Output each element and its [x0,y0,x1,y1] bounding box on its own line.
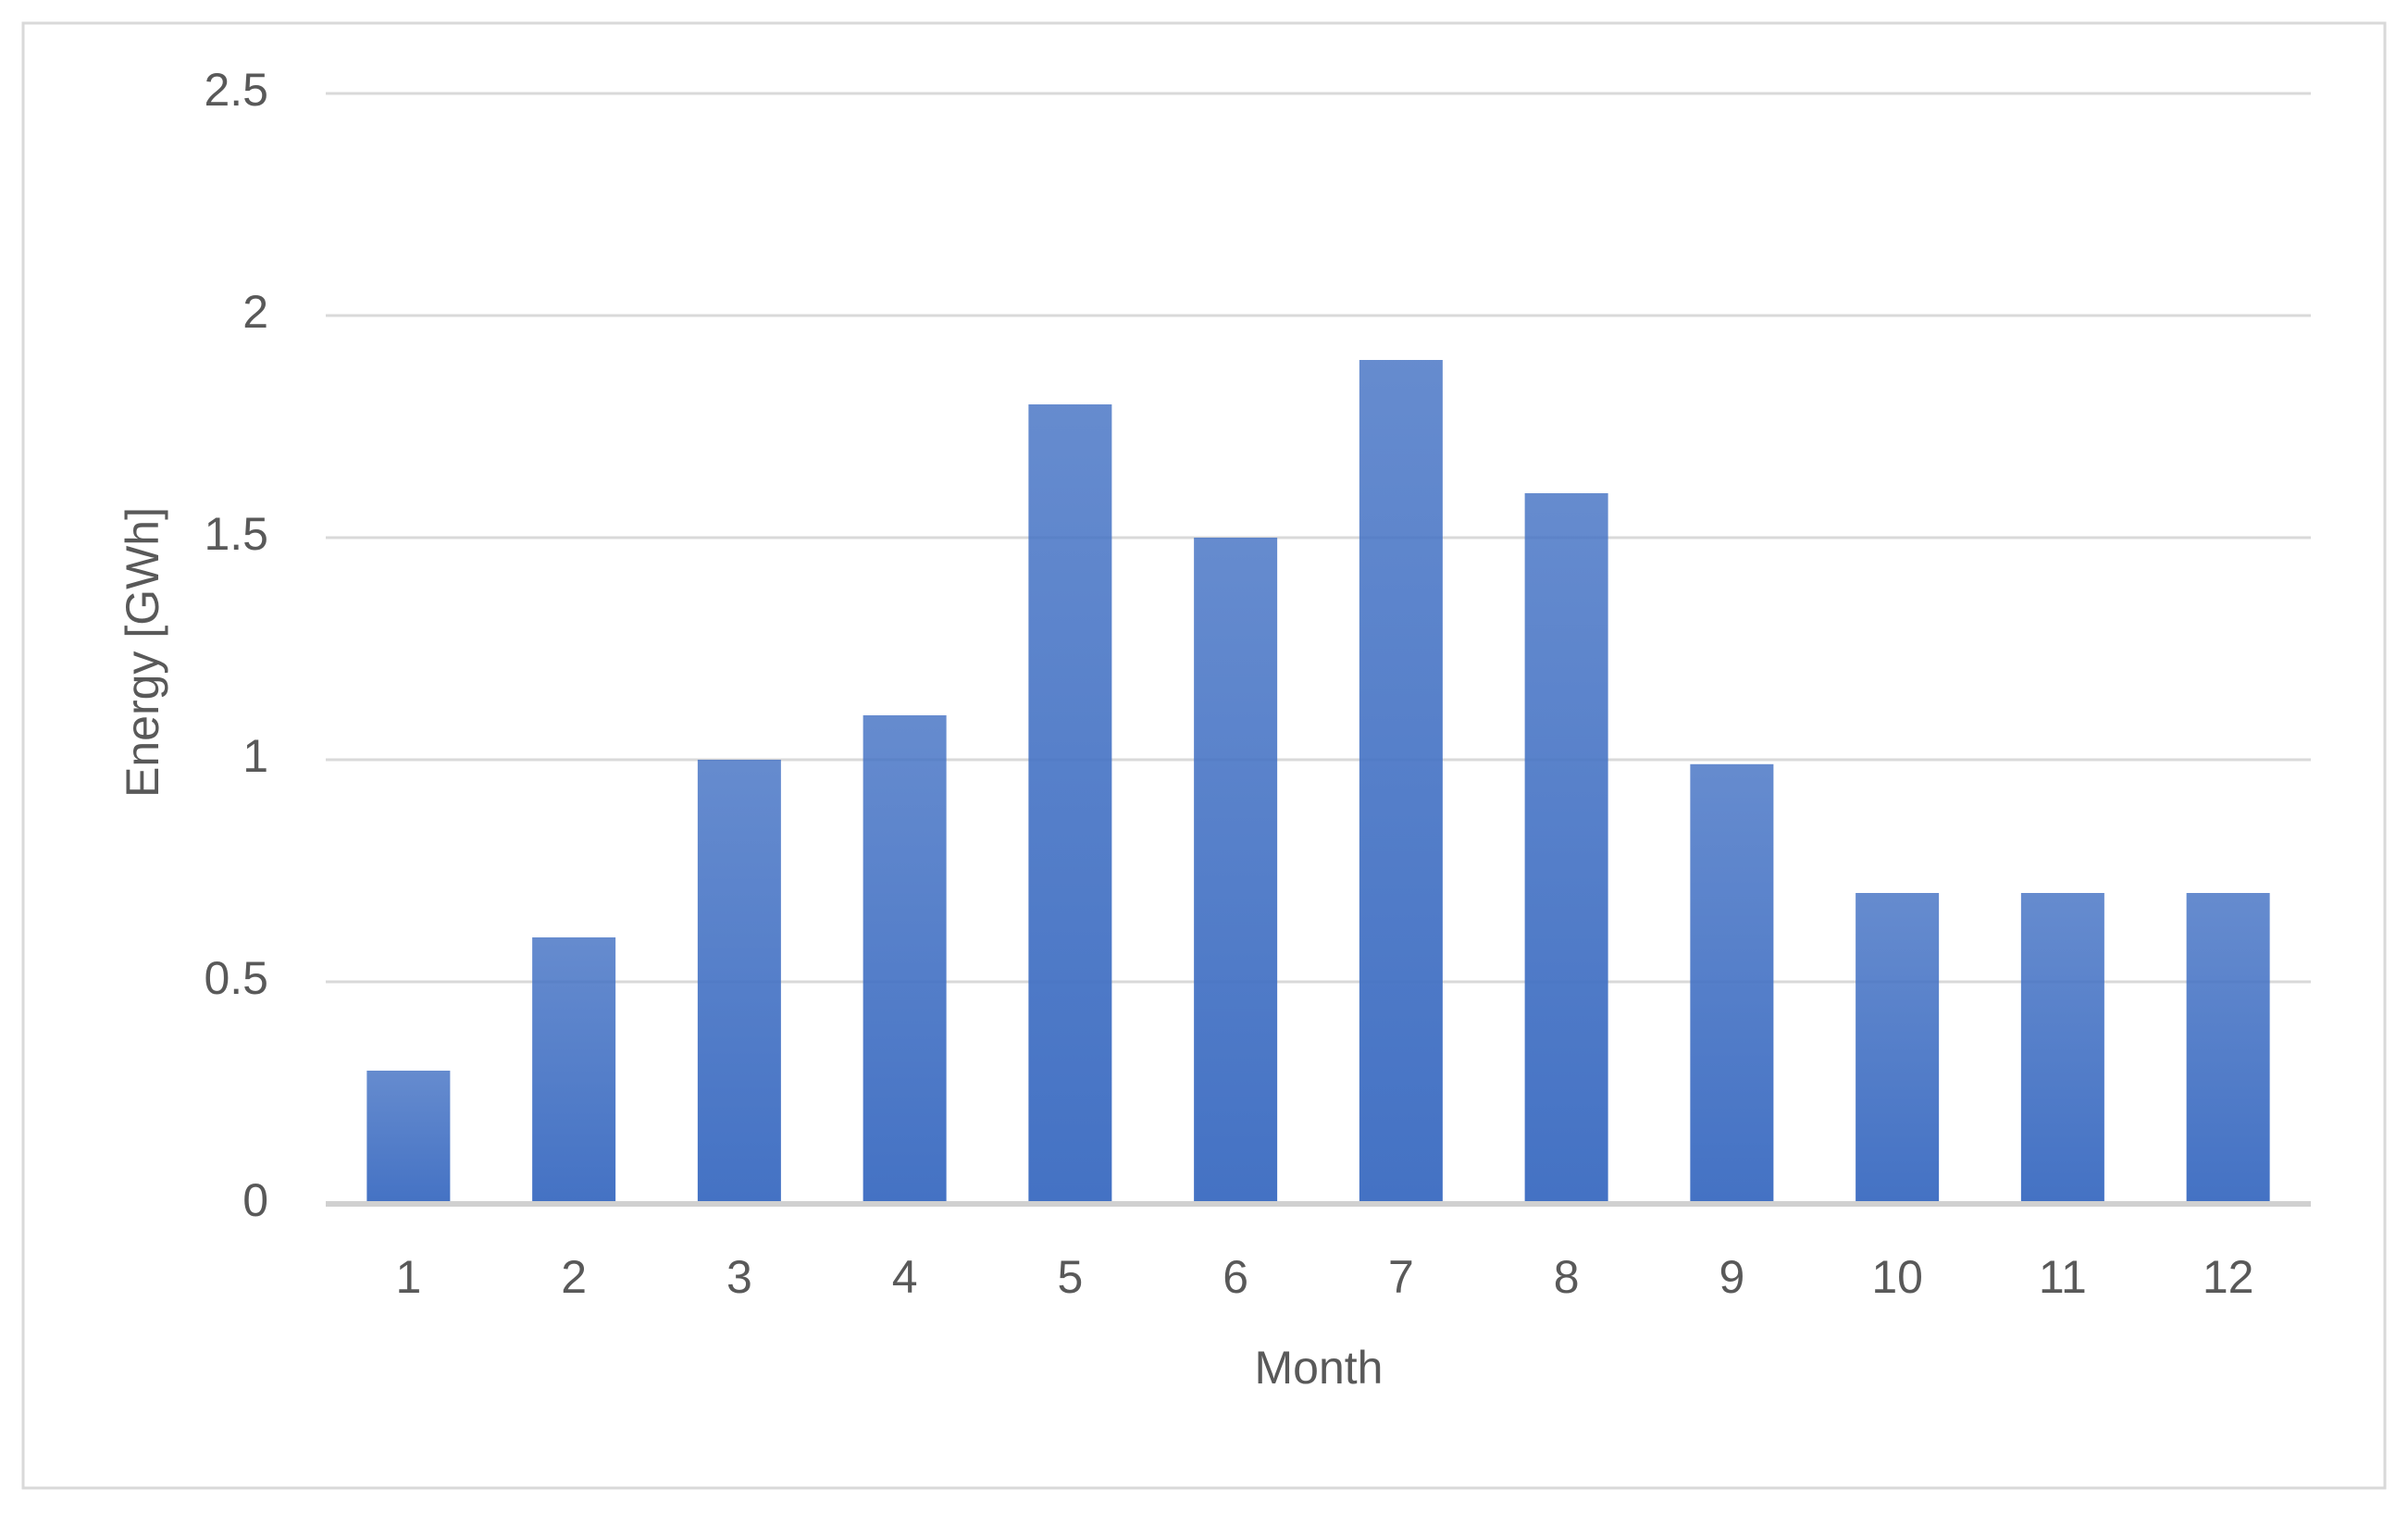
x-tick-label: 2 [561,1251,587,1303]
x-axis-title: Month [1255,1342,1384,1394]
y-tick-label: 1 [242,730,268,782]
y-tick-label: 2 [242,286,268,338]
bar [366,1071,451,1204]
y-tick-label: 0.5 [204,952,268,1004]
y-tick-label: 0 [242,1174,268,1226]
x-tick-label: 7 [1388,1251,1414,1303]
bar [2020,893,2104,1204]
bar [1524,493,1608,1204]
bar [1359,360,1443,1204]
x-tick-label: 3 [726,1251,752,1303]
x-tick-label: 9 [1719,1251,1744,1303]
x-tick-label: 5 [1057,1251,1083,1303]
x-tick-label: 11 [2039,1251,2087,1303]
bar [532,937,616,1204]
bar [1856,893,1940,1204]
x-tick-label: 6 [1223,1251,1248,1303]
x-tick-label: 8 [1554,1251,1580,1303]
x-tick-label: 1 [395,1251,421,1303]
x-tick-label: 12 [2203,1251,2254,1303]
bar [1194,538,1278,1204]
y-tick-label: 2.5 [204,64,268,116]
x-tick-label: 4 [892,1251,918,1303]
bar [1028,404,1112,1204]
bar [697,760,781,1204]
bar [2186,893,2270,1204]
y-axis-title: Energy [GWh] [117,507,168,798]
bar [1690,763,1774,1204]
x-tick-label: 10 [1871,1251,1923,1303]
y-tick-label: 1.5 [204,508,268,560]
bar [863,715,947,1204]
